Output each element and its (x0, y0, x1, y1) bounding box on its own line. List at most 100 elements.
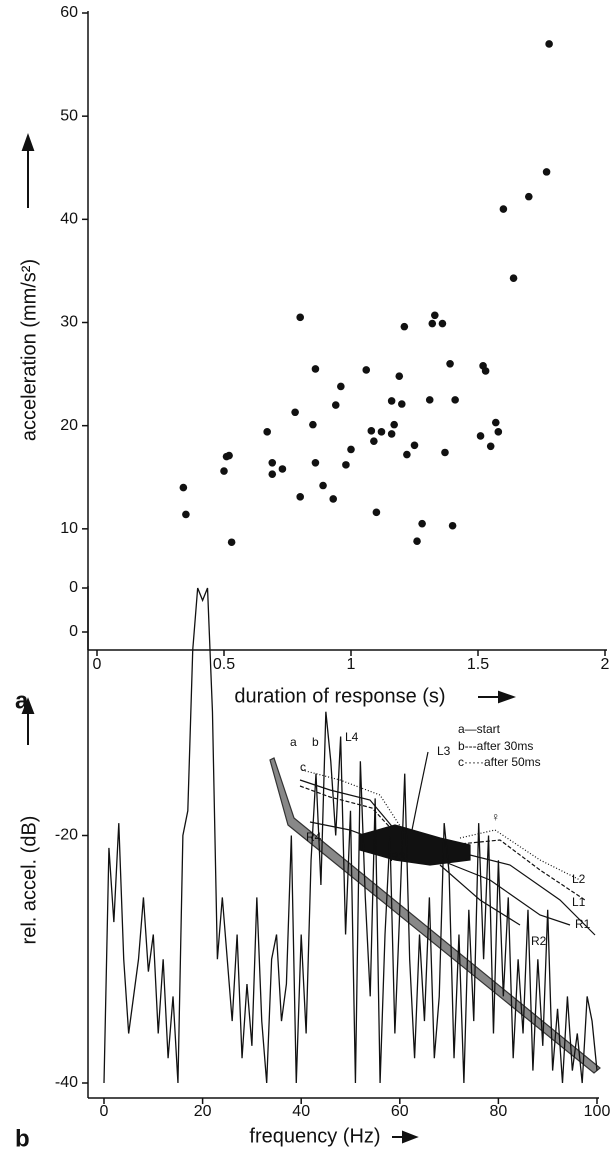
y-tick-label: 20 (60, 417, 78, 434)
point (499, 205, 508, 213)
panel-label: b (15, 1125, 30, 1152)
spectrum-line (103, 587, 598, 1084)
point (309, 420, 317, 429)
point (448, 521, 457, 530)
axis-arrows (21, 133, 516, 1144)
inset-legend: c·····after 50ms (458, 755, 541, 769)
point (398, 400, 406, 408)
inset-label: L4 (345, 730, 359, 744)
y-tick-label: -40 (55, 1074, 78, 1091)
point (179, 483, 188, 492)
x-tick-label: 100 (584, 1103, 611, 1120)
substrate (269, 757, 601, 1074)
point (319, 481, 327, 490)
point (486, 442, 495, 451)
point (263, 428, 271, 436)
point (311, 459, 320, 467)
point (438, 319, 447, 328)
x-tick-label: 80 (490, 1103, 508, 1120)
point (390, 420, 398, 429)
point (227, 538, 236, 547)
x-tick-label: 0.5 (213, 656, 235, 673)
point (403, 450, 411, 459)
arrowhead (402, 1130, 419, 1144)
point (296, 493, 305, 501)
y-tick-label: 50 (60, 107, 78, 124)
point (337, 382, 345, 391)
y-tick-label: 0 (69, 579, 78, 596)
point (220, 467, 228, 475)
panel-label: a (15, 687, 29, 714)
inset-label: b (312, 735, 319, 749)
inset-legend: a—start (458, 722, 501, 736)
point (311, 365, 320, 373)
point (182, 510, 190, 519)
y-tick-label: 0 (69, 623, 78, 640)
point (476, 432, 485, 440)
point (268, 470, 277, 478)
x-axis-label: frequency (Hz) (249, 1125, 380, 1147)
point (525, 192, 533, 201)
arrowhead (21, 697, 35, 714)
point (428, 319, 437, 328)
inset-label: R4 (306, 830, 322, 844)
point (278, 465, 287, 473)
inset-label: R3 (390, 850, 406, 864)
x-axis-label: duration of response (s) (234, 685, 445, 707)
inset-label: L1 (572, 895, 586, 909)
inset-label: R2 (531, 934, 547, 948)
point (372, 508, 381, 517)
point (491, 418, 500, 427)
point (441, 448, 449, 457)
point (425, 396, 434, 404)
x-tick-label: 20 (194, 1103, 212, 1120)
x-tick-label: 1 (347, 656, 356, 673)
point (413, 537, 421, 546)
leg (409, 751, 429, 841)
point (331, 401, 340, 409)
y-tick-label: 60 (60, 4, 78, 21)
y-tick-label: 40 (60, 211, 78, 228)
point (387, 397, 396, 405)
arrowhead (21, 133, 35, 151)
inset-label: L2 (572, 872, 586, 886)
y-tick-label: 10 (60, 520, 78, 537)
x-tick-label: 40 (292, 1103, 310, 1120)
point (291, 408, 299, 417)
point (377, 428, 386, 436)
point (400, 322, 409, 331)
leg (449, 839, 586, 901)
point (387, 430, 396, 438)
point (418, 519, 426, 528)
inset-label: a (290, 735, 297, 749)
point (370, 437, 378, 445)
point (347, 445, 355, 454)
point (296, 313, 305, 322)
x-tick-label: 60 (391, 1103, 409, 1120)
y-tick-label: 30 (60, 314, 78, 331)
point (342, 461, 350, 469)
inset-label: c (300, 760, 306, 774)
leg (439, 859, 571, 926)
inset-label: ♀ (491, 810, 500, 824)
point (494, 428, 503, 436)
point (451, 396, 459, 404)
inset-legend: b---after 30ms (458, 739, 533, 753)
point (268, 459, 277, 467)
inset-label: R1 (575, 917, 591, 931)
point (446, 359, 454, 368)
x-tick-label: 0 (100, 1103, 109, 1120)
x-tick-label: 2 (601, 656, 610, 673)
point (431, 311, 439, 320)
point (410, 441, 419, 450)
point (395, 372, 404, 380)
y-axis-label: rel. accel. (dB) (18, 816, 40, 945)
arrowhead (498, 690, 516, 704)
body (359, 824, 471, 866)
point (545, 40, 553, 48)
point (362, 366, 371, 374)
y-axis-label: acceleration (mm/s²) (18, 259, 40, 441)
inset-drawing (269, 751, 601, 1074)
inset-label: L3 (437, 744, 451, 758)
